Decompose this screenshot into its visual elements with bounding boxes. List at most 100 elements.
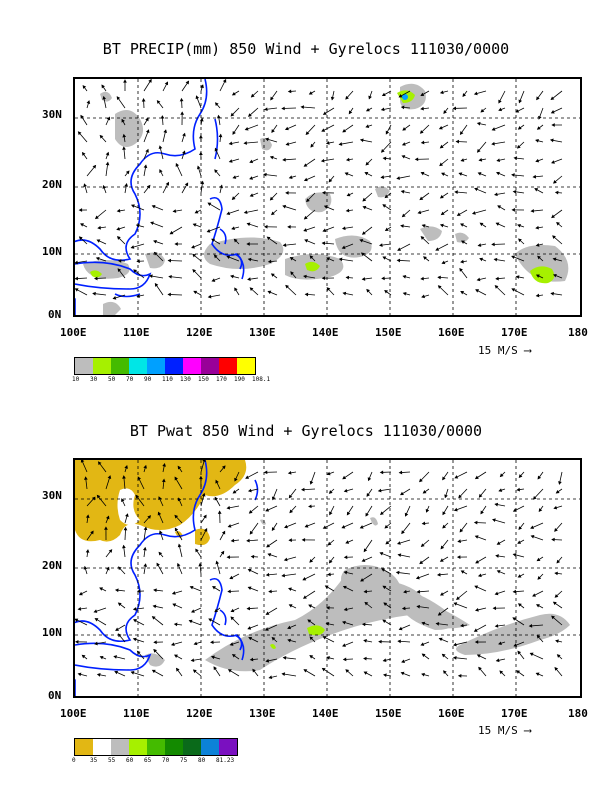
wind-vector-arrowhead bbox=[263, 470, 268, 475]
wind-vector-arrowhead bbox=[442, 476, 446, 481]
legend-label: 150 bbox=[198, 376, 209, 383]
wind-vector-arrowhead bbox=[538, 115, 542, 120]
wind-vector-arrowhead bbox=[512, 553, 517, 557]
wind-vector-arrowhead bbox=[517, 650, 522, 655]
wind-vector-arrowhead bbox=[208, 618, 213, 622]
wind-vector-arrowhead bbox=[322, 111, 327, 115]
wind-vector-arrowhead bbox=[288, 604, 293, 608]
wind-vector-arrowhead bbox=[266, 236, 271, 241]
wind-vector-arrowhead bbox=[379, 552, 384, 556]
wind-vector-arrowhead bbox=[420, 92, 425, 96]
wind-vector-arrowhead bbox=[214, 608, 219, 613]
wind-vector-arrowhead bbox=[511, 255, 516, 259]
wind-vector-arrowhead bbox=[377, 488, 382, 493]
wind-vector-arrowhead bbox=[439, 194, 444, 199]
wind-vector-arrowhead bbox=[210, 640, 214, 645]
wind-vector-arrowhead bbox=[153, 239, 157, 244]
wind-vector-arrowhead bbox=[92, 164, 97, 169]
wind-vector-arrowhead bbox=[345, 275, 350, 280]
wind-vector-arrowhead bbox=[457, 673, 462, 678]
wind-vector-arrowhead bbox=[282, 204, 287, 209]
wind-vector-arrowhead bbox=[75, 260, 78, 265]
wind-vector-arrowhead bbox=[232, 130, 236, 135]
legend-label: 35 bbox=[90, 757, 98, 764]
wind-vector-arrowhead bbox=[230, 538, 235, 543]
wind-vector-arrowhead bbox=[159, 530, 163, 535]
wind-vector-arrowhead bbox=[491, 127, 496, 131]
wind-vector-arrowhead bbox=[309, 636, 314, 641]
wind-vector-arrowhead bbox=[147, 515, 152, 519]
wind-vector-arrowhead bbox=[516, 487, 521, 492]
wind-vector-arrowhead bbox=[419, 560, 424, 565]
wind-vector-arrowhead bbox=[441, 172, 445, 176]
wind-vector-arrowhead bbox=[480, 108, 485, 113]
wind-vector-arrowhead bbox=[421, 672, 425, 677]
wind-vector-arrowhead bbox=[282, 655, 287, 660]
wind-vector-arrowhead bbox=[517, 223, 521, 228]
wind-vector-arrowhead bbox=[365, 107, 370, 112]
wind-vector-arrowhead bbox=[537, 576, 542, 580]
wind-vector-arrowhead bbox=[421, 521, 426, 526]
wind-vector-arrowhead bbox=[174, 527, 179, 532]
wind-vector-arrowhead bbox=[454, 475, 459, 479]
wind-vector-arrowhead bbox=[213, 254, 218, 259]
wind-vector-arrowhead bbox=[359, 138, 364, 143]
wind-vector-arrowhead bbox=[101, 84, 105, 89]
wind-vector-arrowhead bbox=[93, 609, 98, 613]
wind-vector-arrowhead bbox=[439, 223, 444, 228]
wind-vector-arrowhead bbox=[471, 211, 476, 215]
wind-vector-arrowhead bbox=[365, 124, 370, 128]
legend-label: 30 bbox=[90, 376, 98, 383]
legend-swatch bbox=[111, 358, 129, 374]
wind-vector-arrowhead bbox=[200, 84, 204, 89]
wind-vector-arrowhead bbox=[517, 574, 522, 578]
wind-vector-arrowhead bbox=[81, 151, 86, 156]
wind-vector-arrowhead bbox=[365, 512, 369, 517]
wind-vector-arrowhead bbox=[381, 276, 385, 281]
legend-label: 170 bbox=[216, 376, 227, 383]
wind-vector-arrowhead bbox=[325, 141, 330, 145]
wind-vector-arrowhead bbox=[267, 290, 272, 295]
wind-vector-arrowhead bbox=[453, 642, 457, 647]
wind-vector-arrowhead bbox=[474, 535, 479, 539]
wind-vector-arrowhead bbox=[343, 555, 348, 560]
wind-vector-arrowhead bbox=[171, 591, 176, 595]
wind-vector-arrowhead bbox=[362, 205, 367, 210]
wind-vector-arrowhead bbox=[382, 156, 387, 161]
wind-vector-arrowhead bbox=[108, 549, 113, 553]
wind-vector-arrowhead bbox=[230, 274, 234, 279]
wind-vector-arrowhead bbox=[194, 209, 199, 214]
wind-vector-arrowhead bbox=[475, 608, 479, 612]
wind-vector-arrowhead bbox=[264, 224, 268, 229]
wind-vector-arrowhead bbox=[368, 95, 372, 100]
wind-vector-arrowhead bbox=[398, 626, 403, 631]
wind-vector-arrowhead bbox=[158, 496, 162, 501]
top-lon-label-110e: 110E bbox=[123, 326, 150, 339]
wind-vector-arrowhead bbox=[420, 236, 425, 240]
wind-vector-arrowhead bbox=[458, 494, 462, 499]
wind-vector-arrowhead bbox=[382, 619, 387, 624]
wind-vector-arrowhead bbox=[552, 235, 556, 239]
wind-vector-arrowhead bbox=[156, 100, 161, 104]
wind-vector-arrowhead bbox=[495, 276, 499, 281]
wind-vector-arrowhead bbox=[102, 95, 107, 100]
wind-vector-arrowhead bbox=[226, 211, 231, 215]
bottom-lat-label-20n: 20N bbox=[42, 559, 62, 572]
wind-vector-arrowhead bbox=[421, 224, 426, 228]
wind-vector-arrowhead bbox=[498, 99, 502, 104]
wind-vector-arrowhead bbox=[341, 245, 346, 249]
bottom-reference-vector-label: 15 M/S bbox=[478, 724, 518, 737]
wind-vector-arrowhead bbox=[305, 131, 310, 136]
wind-vector-arrowhead bbox=[193, 641, 198, 646]
wind-vector-arrowhead bbox=[117, 602, 122, 607]
wind-vector-arrowhead bbox=[342, 657, 347, 662]
bottom-lon-label-170e: 170E bbox=[501, 707, 528, 720]
wind-vector-arrowhead bbox=[475, 289, 480, 293]
wind-vector-arrowhead bbox=[287, 625, 292, 630]
reference-arrow-icon: ⟶ bbox=[524, 344, 531, 357]
wind-vector-arrowhead bbox=[289, 257, 294, 261]
wind-vector-arrowhead bbox=[252, 668, 256, 673]
wind-vector-arrowhead bbox=[285, 191, 289, 195]
wind-vector-arrowhead bbox=[462, 93, 467, 97]
wind-vector-arrowhead bbox=[498, 641, 502, 645]
